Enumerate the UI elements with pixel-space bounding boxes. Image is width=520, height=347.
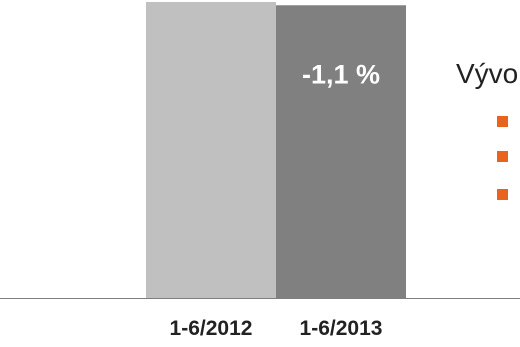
bullet-square-icon	[497, 151, 508, 162]
bullet-square-icon	[497, 116, 508, 127]
bar-1-6/2012	[146, 2, 276, 298]
x-tick-label: 1-6/2013	[300, 317, 383, 340]
data-label: -1,1 %	[302, 59, 380, 89]
bar-1-6/2013	[276, 5, 406, 298]
side-heading: Vývo	[456, 58, 519, 89]
bullet-square-icon	[497, 189, 508, 200]
x-tick-label: 1-6/2012	[170, 317, 253, 340]
